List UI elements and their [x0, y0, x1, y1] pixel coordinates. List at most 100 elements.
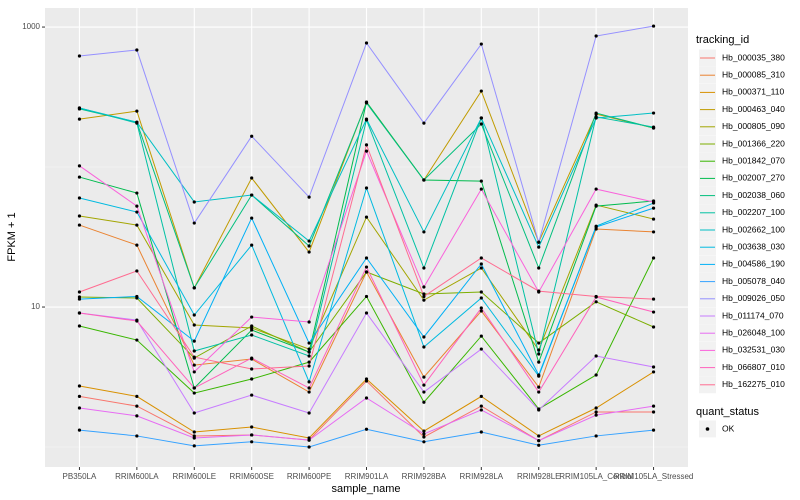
- data-point: [537, 360, 541, 364]
- data-point: [250, 176, 254, 180]
- data-point: [77, 384, 82, 388]
- data-point: [479, 430, 483, 434]
- data-point: [479, 266, 483, 270]
- data-point: [364, 265, 369, 269]
- data-point: [77, 406, 82, 410]
- data-point: [594, 225, 598, 229]
- data-point: [422, 429, 426, 433]
- x-tick-label: RRIM600PE: [287, 472, 331, 481]
- data-point: [192, 323, 196, 327]
- data-point: [537, 390, 541, 394]
- data-point: [651, 256, 656, 260]
- data-point: [135, 243, 139, 247]
- data-point: [307, 386, 311, 390]
- data-point: [192, 370, 196, 374]
- data-point: [422, 230, 426, 234]
- data-point: [594, 294, 598, 299]
- data-point: [422, 400, 426, 404]
- data-point: [250, 425, 254, 429]
- legend-label: Hb_002207_100: [722, 207, 785, 217]
- data-point: [135, 269, 139, 273]
- data-point: [192, 430, 196, 434]
- data-point: [364, 186, 369, 190]
- data-point: [537, 434, 541, 438]
- data-point: [422, 335, 426, 339]
- data-point: [422, 178, 426, 182]
- data-point: [307, 250, 311, 254]
- data-point: [537, 352, 541, 356]
- data-point: [537, 373, 541, 377]
- data-point: [250, 324, 254, 328]
- legend-label: Hb_032531_030: [722, 345, 785, 355]
- data-point: [250, 393, 254, 397]
- data-point: [594, 187, 598, 191]
- data-point: [422, 345, 426, 349]
- data-point: [77, 164, 82, 168]
- x-tick-label: RRIM105LA_Control: [559, 472, 633, 481]
- data-point: [250, 440, 254, 444]
- data-point: [307, 341, 311, 345]
- data-point: [537, 348, 541, 352]
- data-point: [135, 109, 139, 113]
- x-tick-label: RRIM600LE: [172, 472, 216, 481]
- data-point: [651, 206, 656, 210]
- data-point: [479, 187, 483, 191]
- data-point: [77, 214, 82, 218]
- legend-label: Hb_000463_040: [722, 104, 785, 114]
- data-point: [192, 386, 196, 390]
- data-point: [77, 106, 82, 110]
- legend-label: Hb_066807_010: [722, 362, 785, 372]
- data-point: [364, 256, 369, 260]
- data-point: [77, 54, 82, 58]
- data-point: [479, 256, 483, 260]
- data-point: [594, 300, 598, 304]
- data-point: [651, 24, 656, 28]
- data-point: [77, 117, 82, 121]
- data-point: [479, 347, 483, 351]
- data-point: [192, 339, 196, 343]
- data-point: [479, 334, 483, 338]
- data-point: [250, 328, 254, 332]
- legend-label: Hb_009026_050: [722, 293, 785, 303]
- legend-label: Hb_005078_040: [722, 276, 785, 286]
- data-point: [192, 391, 196, 395]
- data-point: [192, 200, 196, 204]
- data-point: [192, 436, 196, 440]
- data-point: [651, 125, 656, 129]
- data-point: [364, 396, 369, 400]
- data-point: [307, 244, 311, 248]
- data-point: [135, 120, 139, 124]
- data-point: [422, 435, 426, 439]
- data-point: [651, 370, 656, 374]
- data-point: [250, 134, 254, 138]
- data-point: [364, 117, 369, 121]
- data-point: [250, 193, 254, 197]
- x-axis-title: sample_name: [331, 483, 400, 495]
- data-point: [537, 385, 541, 389]
- data-point: [651, 310, 656, 314]
- legend-label: Hb_001842_070: [722, 155, 785, 165]
- data-point: [537, 443, 541, 447]
- data-point: [364, 427, 369, 431]
- data-point: [135, 414, 139, 418]
- legend-label: Hb_011174_070: [722, 310, 784, 320]
- x-tick-label: RRIM928BA: [402, 472, 447, 481]
- data-point: [307, 445, 311, 449]
- legend-label: Hb_000035_380: [722, 52, 785, 62]
- data-point: [537, 245, 541, 249]
- legend-label: Hb_002007_270: [722, 173, 785, 183]
- x-tick-label: RRIM105LA_Stressed: [614, 472, 694, 481]
- data-point: [135, 223, 139, 227]
- data-point: [594, 204, 598, 208]
- data-point: [77, 290, 82, 294]
- legend-label: Hb_004586_190: [722, 259, 785, 269]
- data-point: [422, 383, 426, 387]
- data-point: [479, 262, 483, 266]
- data-point: [422, 390, 426, 394]
- legend-label: Hb_026048_100: [722, 327, 785, 337]
- data-point: [479, 290, 483, 294]
- data-point: [594, 373, 598, 377]
- data-point: [422, 292, 426, 296]
- data-point: [422, 375, 426, 379]
